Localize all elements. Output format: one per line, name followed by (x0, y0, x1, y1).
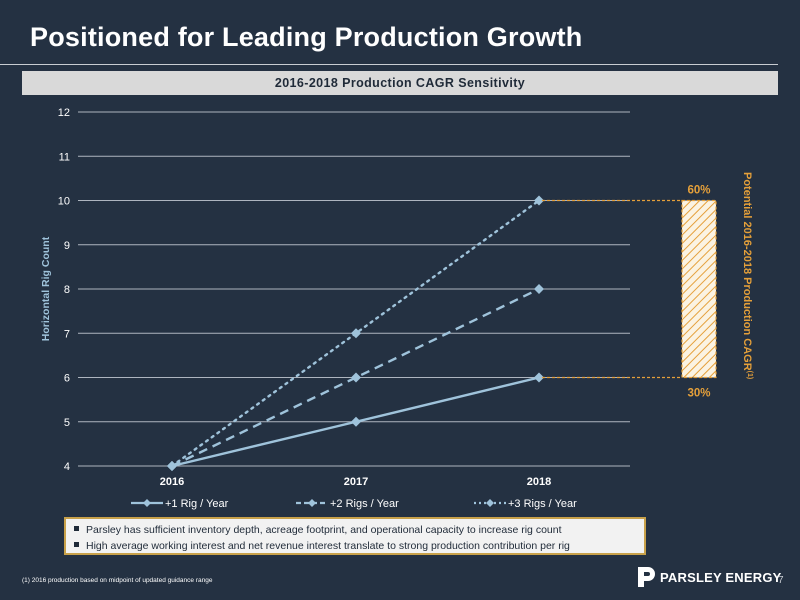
cagr-vertical-label-superscript: (1) (746, 371, 753, 380)
y-tick-label: 8 (64, 284, 70, 296)
y-tick-label: 5 (64, 417, 70, 429)
legend-swatch-marker (486, 499, 494, 507)
y-tick-label: 11 (59, 151, 70, 163)
chart-banner: 2016-2018 Production CAGR Sensitivity (22, 71, 778, 95)
title-divider (0, 64, 778, 65)
legend-label: +2 Rigs / Year (330, 498, 399, 510)
note-item: Parsley has sufficient inventory depth, … (74, 522, 636, 538)
footnote: (1) 2016 production based on midpoint of… (22, 577, 213, 584)
data-point-marker (534, 372, 544, 383)
data-point-marker (534, 195, 544, 206)
page-number: 7 (778, 575, 784, 586)
data-point-marker (167, 461, 177, 471)
y-tick-label: 9 (64, 240, 70, 252)
data-point-marker (351, 328, 361, 339)
x-tick-label: 2018 (527, 476, 551, 488)
cagr-vertical-label: Potential 2016-2018 Production CAGR(1) (741, 172, 753, 379)
bullet-square-icon (74, 526, 79, 531)
note-text: Parsley has sufficient inventory depth, … (86, 524, 562, 536)
data-point-marker (534, 284, 544, 294)
y-tick-label: 10 (58, 196, 70, 208)
legend-label: +3 Rigs / Year (508, 498, 577, 510)
parsley-logo-icon (638, 567, 655, 587)
cagr-range-box (681, 199, 717, 379)
x-tick-label: 2017 (344, 476, 368, 488)
cagr-top-label: 60% (687, 185, 710, 197)
y-tick-label: 4 (64, 461, 70, 473)
bullet-square-icon (74, 542, 79, 547)
data-point-marker (351, 372, 361, 383)
y-tick-label: 6 (64, 373, 70, 385)
cagr-vertical-label-text: Potential 2016-2018 Production CAGR (741, 172, 753, 371)
company-name: PARSLEY ENERGY (660, 569, 782, 585)
y-axis-label: Horizontal Rig Count (40, 236, 52, 341)
y-tick-label: 7 (64, 328, 70, 340)
cagr-bottom-label: 30% (687, 388, 710, 400)
legend-swatch-marker (143, 499, 151, 507)
page-title: Positioned for Leading Production Growth (30, 22, 583, 52)
series-line (171, 287, 540, 468)
note-item: High average working interest and net re… (74, 538, 636, 554)
x-tick-label: 2016 (160, 476, 184, 488)
data-point-marker (351, 416, 361, 427)
y-tick-label: 12 (58, 107, 70, 119)
note-text: High average working interest and net re… (86, 540, 570, 552)
legend-label: +1 Rig / Year (165, 498, 229, 510)
notes-box: Parsley has sufficient inventory depth, … (64, 517, 646, 555)
legend-swatch-marker (308, 499, 316, 507)
company-logo: PARSLEY ENERGY (636, 565, 782, 589)
